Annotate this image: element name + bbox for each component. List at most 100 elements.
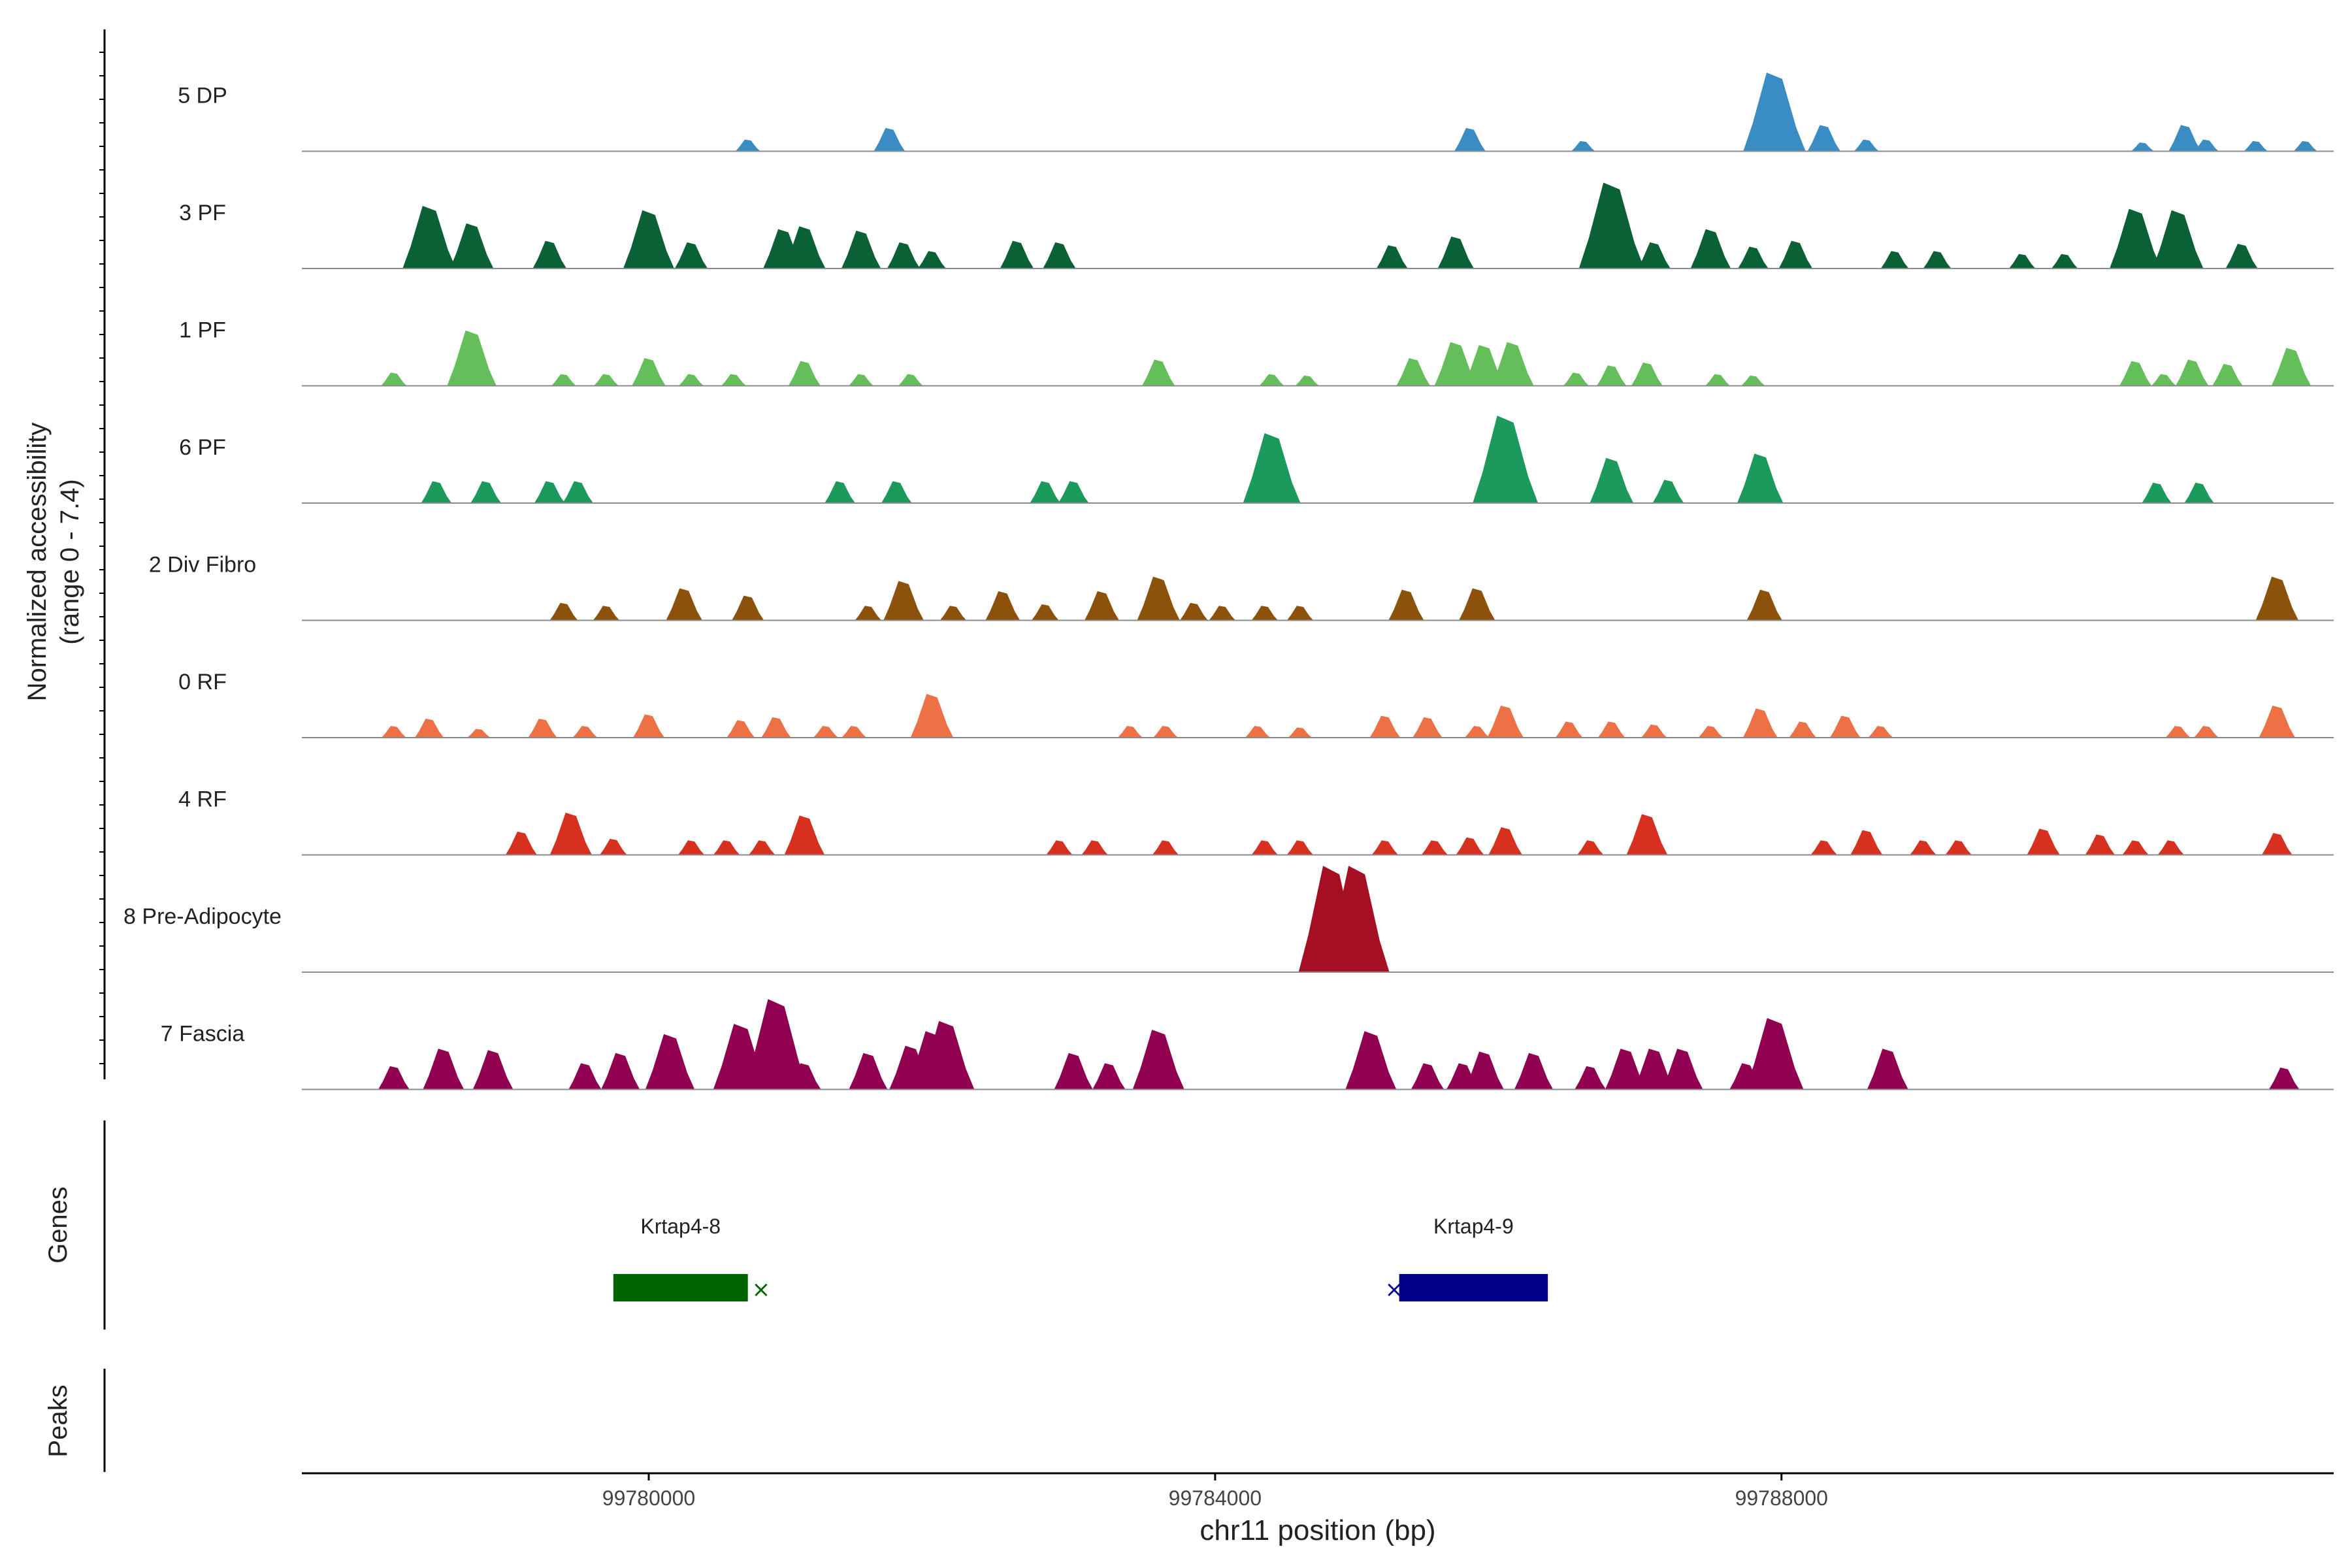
coverage-peak: [1575, 1066, 1607, 1090]
coverage-peak: [1251, 606, 1278, 621]
track-label: 3 PF: [179, 201, 226, 225]
coverage-peak: [917, 1021, 975, 1090]
coverage-peak: [849, 374, 874, 386]
coverage-peak: [2152, 210, 2204, 269]
coverage-peak: [2268, 1068, 2300, 1090]
coverage-peak: [2051, 253, 2078, 269]
coverage-peak: [1810, 840, 1838, 855]
coverage-peak: [1590, 457, 1634, 503]
coverage-peak: [1456, 837, 1484, 855]
coverage-peak: [1555, 721, 1583, 738]
coverage-peak: [381, 372, 407, 386]
x-tick-label: 99784000: [1169, 1486, 1262, 1510]
coverage-peak: [887, 242, 921, 269]
coverage-peak: [1243, 433, 1301, 503]
coverage-peak: [551, 374, 576, 386]
coverage-peak: [1633, 1049, 1675, 1090]
coverage-peak: [2008, 253, 2036, 269]
track-label: 2 Div Fibro: [149, 553, 256, 578]
coverage-peak: [1746, 589, 1782, 621]
coverage-peak: [1778, 240, 1813, 269]
coverage-peak: [1576, 840, 1604, 855]
gene-strand-mark: ×: [1385, 1277, 1404, 1303]
coverage-peak: [1910, 840, 1936, 855]
track-6-pf: 6 PF: [179, 416, 2334, 504]
track-label: 6 PF: [179, 435, 226, 460]
coverage-peak: [449, 223, 494, 269]
coverage-peak: [645, 1034, 695, 1090]
coverage-peak: [421, 481, 452, 503]
coverage-peak: [549, 812, 592, 855]
coverage-peak: [1388, 589, 1424, 621]
coverage-peak: [632, 358, 666, 386]
coverage-peak: [2255, 576, 2299, 621]
coverage-peak: [841, 231, 881, 269]
coverage-peak: [883, 581, 924, 621]
coverage-peak: [563, 481, 593, 503]
x-axis-label: chr11 position (bp): [1200, 1514, 1435, 1546]
coverage-peak: [985, 591, 1021, 621]
coverage-peak: [572, 726, 598, 738]
coverage-peak: [1295, 375, 1320, 386]
y-axis-label: Normalized accessibility (range 0 - 7.4): [23, 423, 84, 702]
coverage-peak: [378, 1066, 410, 1090]
coverage-peak: [2193, 139, 2219, 152]
coverage-peak: [1690, 229, 1731, 269]
coverage-peak: [841, 726, 867, 738]
coverage-peak: [1259, 374, 1284, 386]
coverage-peak: [2225, 244, 2258, 269]
coverage-peak: [1411, 1063, 1445, 1090]
coverage-peak: [2244, 140, 2268, 152]
y-axis-label-line1: Normalized accessibility: [23, 423, 52, 702]
coverage-peak: [505, 831, 537, 855]
coverage-peak: [1345, 1031, 1397, 1090]
track-label: 0 RF: [178, 670, 227, 694]
coverage-peak: [721, 374, 747, 386]
coverage-peak: [674, 242, 708, 269]
coverage-peak: [2212, 364, 2243, 386]
coverage-peak: [1463, 345, 1505, 386]
coverage-peak: [2168, 125, 2202, 152]
coverage-peak: [2027, 828, 2060, 855]
gene-krtap4-8: × Krtap4-8: [613, 1215, 770, 1303]
coverage-peak: [1743, 73, 1806, 152]
coverage-peak: [1376, 245, 1408, 269]
coverage-peak: [1514, 1053, 1554, 1090]
coverage-peak: [713, 840, 740, 855]
coverage-peak: [1117, 726, 1143, 738]
coverage-peak: [1741, 375, 1765, 386]
coverage-peak: [1631, 362, 1663, 386]
coverage-peak: [1085, 591, 1119, 621]
coverage-peak: [917, 251, 946, 269]
coverage-peak: [472, 1050, 514, 1090]
coverage-peak: [1945, 840, 1972, 855]
coverage-peak: [1563, 372, 1590, 386]
track-label: 1 PF: [179, 318, 226, 343]
genes-panel-label: Genes: [44, 1186, 73, 1264]
coverage-peak: [1789, 721, 1817, 738]
coverage-peak: [381, 726, 406, 738]
coverage-peak: [1054, 1053, 1093, 1090]
coverage-peak: [2261, 833, 2293, 855]
coverage-peak: [2085, 834, 2115, 855]
gene-strand-mark: ×: [752, 1277, 771, 1303]
coverage-peak: [1571, 140, 1595, 152]
coverage-peak: [1464, 1051, 1504, 1090]
coverage-peak: [593, 374, 619, 386]
coverage-peak: [1596, 365, 1627, 386]
track-4-rf: 4 RF: [178, 787, 2334, 856]
coverage-peak: [1652, 480, 1684, 503]
coverage-peak: [2131, 142, 2155, 152]
coverage-peak: [1371, 840, 1399, 855]
coverage-peak: [1705, 374, 1731, 386]
coverage-peak: [788, 1063, 821, 1090]
coverage-peak: [1251, 840, 1278, 855]
coverage-peak: [1153, 726, 1179, 738]
coverage-peak: [1641, 724, 1667, 738]
coverage-peak: [898, 374, 923, 386]
coverage-peak: [1626, 814, 1668, 855]
coverage-peak: [1829, 715, 1861, 738]
coverage-peak: [881, 481, 912, 503]
coverage-peak: [761, 717, 791, 738]
